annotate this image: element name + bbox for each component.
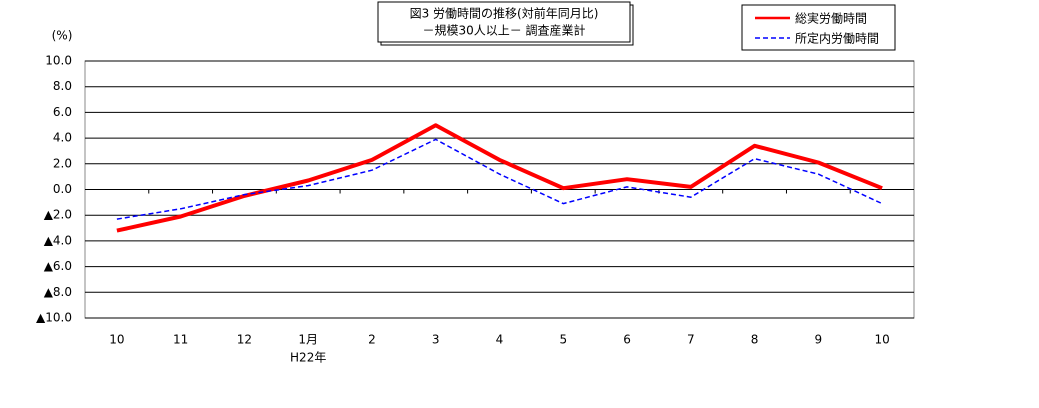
x-tick-label: 7	[687, 333, 695, 347]
x-tick-label: 8	[751, 333, 759, 347]
legend-label: 総実労働時間	[795, 11, 867, 26]
series-line	[116, 138, 883, 220]
x-tick-label: 2	[368, 333, 376, 347]
x-tick-label: 1月	[298, 333, 318, 347]
annotation: H22年	[290, 351, 326, 365]
x-tick-label: 4	[496, 333, 504, 347]
x-tick-label: 6	[623, 333, 631, 347]
y-tick-label: 6.0	[53, 105, 72, 119]
y-tick-label: ▲6.0	[44, 259, 72, 273]
x-tick-label: 12	[237, 333, 252, 347]
y-tick-label: ▲8.0	[44, 285, 72, 299]
x-tick-label: 10	[874, 333, 889, 347]
legend-box	[741, 4, 896, 51]
title-box-inner	[377, 1, 631, 43]
x-tick-label: 5	[559, 333, 567, 347]
y-tick-label: 0.0	[53, 182, 72, 196]
chart-subtitle: －規模30人以上－ 調査産業計	[422, 23, 585, 38]
chart-title: 図3 労働時間の推移(対前年同月比)	[410, 6, 599, 21]
x-tick-label: 9	[815, 333, 823, 347]
y-tick-label: 10.0	[45, 54, 72, 68]
series-line	[116, 123, 883, 233]
y-tick-label: 2.0	[53, 156, 72, 170]
x-tick-label: 11	[173, 333, 188, 347]
y-tick-label: 4.0	[53, 131, 72, 145]
x-tick-label: 10	[109, 333, 124, 347]
x-tick-label: 3	[432, 333, 440, 347]
y-axis-label: (%)	[52, 29, 73, 43]
y-tick-label: ▲4.0	[44, 233, 72, 247]
y-tick-label: 8.0	[53, 79, 72, 93]
y-tick-label: ▲2.0	[44, 208, 72, 222]
legend-label: 所定内労働時間	[795, 31, 879, 46]
y-tick-label: ▲10.0	[36, 311, 72, 325]
